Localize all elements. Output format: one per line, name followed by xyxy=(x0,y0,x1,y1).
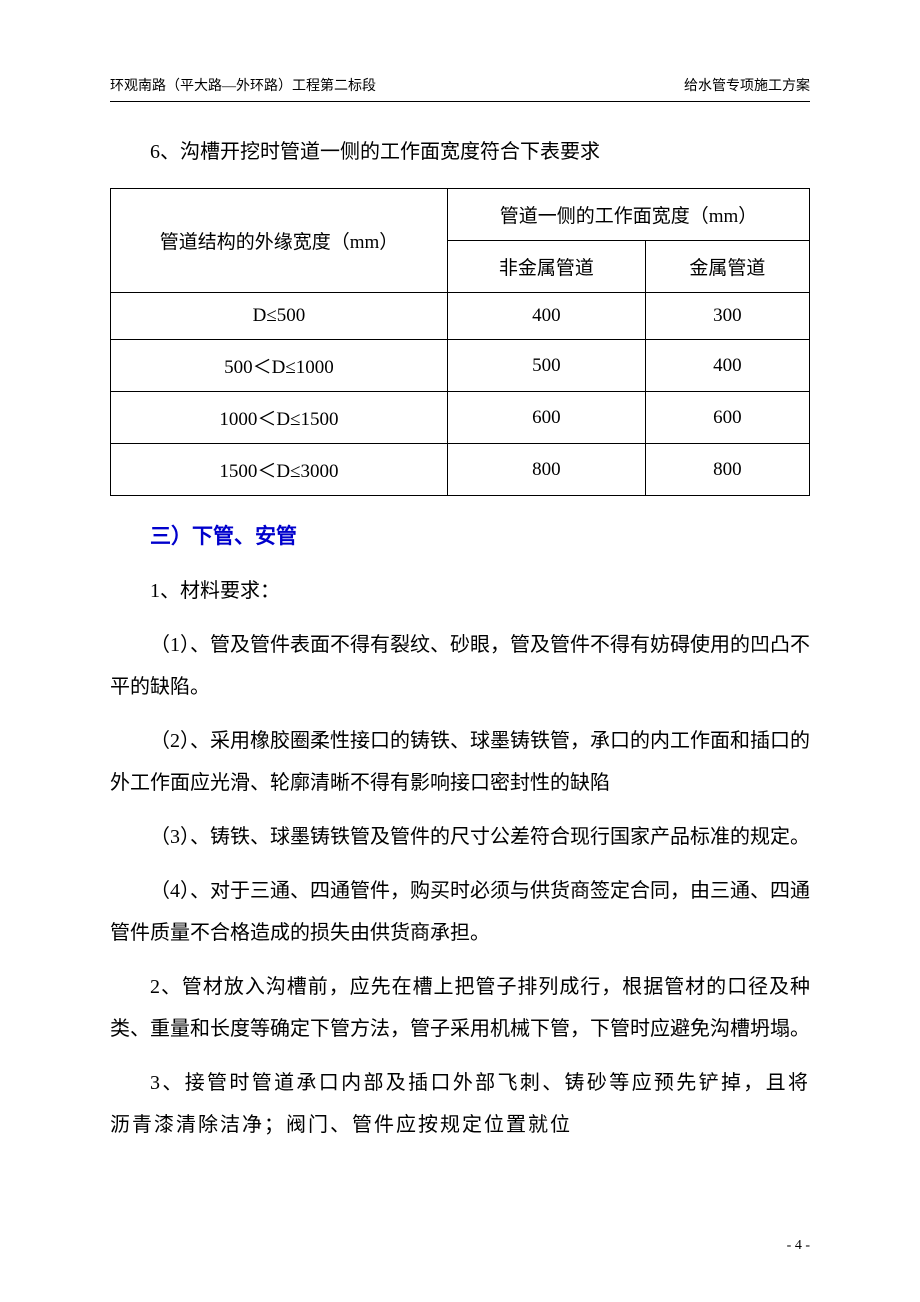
table-row: 1000＜D≤1500 600 600 xyxy=(111,392,810,444)
paragraph: （3）、铸铁、球墨铸铁管及管件的尺寸公差符合现行国家产品标准的规定。 xyxy=(110,816,810,858)
paragraph: 1、材料要求： xyxy=(110,570,810,612)
table-cell: D≤500 xyxy=(111,293,448,340)
table-row: 500＜D≤1000 500 400 xyxy=(111,340,810,392)
table-cell: 1500＜D≤3000 xyxy=(111,444,448,496)
table-col2-sub1: 非金属管道 xyxy=(447,241,645,293)
table-cell: 400 xyxy=(447,293,645,340)
table-cell: 500 xyxy=(447,340,645,392)
table-row: 1500＜D≤3000 800 800 xyxy=(111,444,810,496)
table-cell: 800 xyxy=(447,444,645,496)
table-col2-sub2: 金属管道 xyxy=(645,241,809,293)
page-number: - 4 - xyxy=(787,1238,810,1254)
paragraph: 2、管材放入沟槽前，应先在槽上把管子排列成行，根据管材的口径及种类、重量和长度等… xyxy=(110,966,810,1050)
table-cell: 300 xyxy=(645,293,809,340)
section-heading: 三）下管、安管 xyxy=(110,520,810,550)
table-cell: 500＜D≤1000 xyxy=(111,340,448,392)
table-cell: 600 xyxy=(447,392,645,444)
paragraph: （2）、采用橡胶圈柔性接口的铸铁、球墨铸铁管，承口的内工作面和插口的外工作面应光… xyxy=(110,720,810,804)
paragraph: 3、接管时管道承口内部及插口外部飞刺、铸砂等应预先铲掉，且将沥青漆清除洁净；阀门… xyxy=(110,1062,810,1146)
table-cell: 600 xyxy=(645,392,809,444)
width-table: 管道结构的外缘宽度（mm） 管道一侧的工作面宽度（mm） 非金属管道 金属管道 … xyxy=(110,188,810,496)
header-left: 环观南路（平大路—外环路）工程第二标段 xyxy=(110,75,376,95)
table-cell: 400 xyxy=(645,340,809,392)
paragraph: （1）、管及管件表面不得有裂纹、砂眼，管及管件不得有妨碍使用的凹凸不平的缺陷。 xyxy=(110,624,810,708)
table-cell: 1000＜D≤1500 xyxy=(111,392,448,444)
paragraph: （4）、对于三通、四通管件，购买时必须与供货商签定合同，由三通、四通管件质量不合… xyxy=(110,870,810,954)
section-intro: 6、沟槽开挖时管道一侧的工作面宽度符合下表要求 xyxy=(110,134,810,170)
table-col1-header: 管道结构的外缘宽度（mm） xyxy=(111,189,448,293)
header-right: 给水管专项施工方案 xyxy=(684,75,810,95)
table-row: D≤500 400 300 xyxy=(111,293,810,340)
page-header: 环观南路（平大路—外环路）工程第二标段 给水管专项施工方案 xyxy=(110,75,810,102)
table-col2-group: 管道一侧的工作面宽度（mm） xyxy=(447,189,809,241)
table-cell: 800 xyxy=(645,444,809,496)
